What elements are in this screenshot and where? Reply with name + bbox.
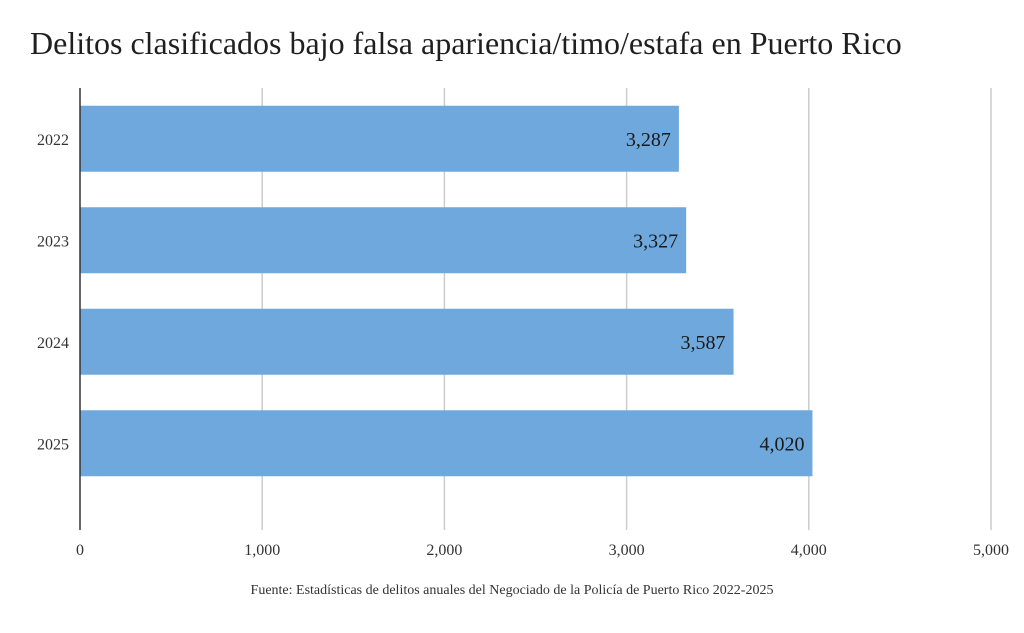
data-label-2025: 4,020 — [759, 433, 804, 455]
data-label-2024: 3,587 — [681, 332, 726, 354]
chart-title: Delitos clasificados bajo falsa aparienc… — [30, 25, 902, 61]
y-category-label: 2022 — [37, 132, 69, 149]
x-tick-label: 2,000 — [426, 542, 462, 559]
bar-2025 — [80, 410, 813, 477]
x-tick-label: 1,000 — [244, 542, 280, 559]
bar-2022 — [80, 105, 679, 172]
data-label-2023: 3,327 — [633, 230, 678, 252]
x-tick-label: 5,000 — [973, 542, 1009, 559]
x-tick-label: 3,000 — [609, 542, 645, 559]
x-tick-label: 4,000 — [791, 542, 827, 559]
bar-2024 — [80, 308, 734, 375]
bar-2023 — [80, 207, 687, 274]
y-category-label: 2025 — [37, 436, 69, 453]
bars — [80, 105, 813, 477]
data-label-2022: 3,287 — [626, 129, 671, 151]
labels: 0 1,000 2,000 3,000 4,000 5,000 3,287 2022 3,327… — [37, 129, 1009, 559]
x-tick-label: 0 — [76, 542, 84, 559]
y-category-label: 2023 — [37, 233, 69, 250]
chart-source-note: Fuente: Estadísticas de delitos anuales … — [250, 583, 774, 598]
y-category-label: 2024 — [37, 335, 69, 352]
